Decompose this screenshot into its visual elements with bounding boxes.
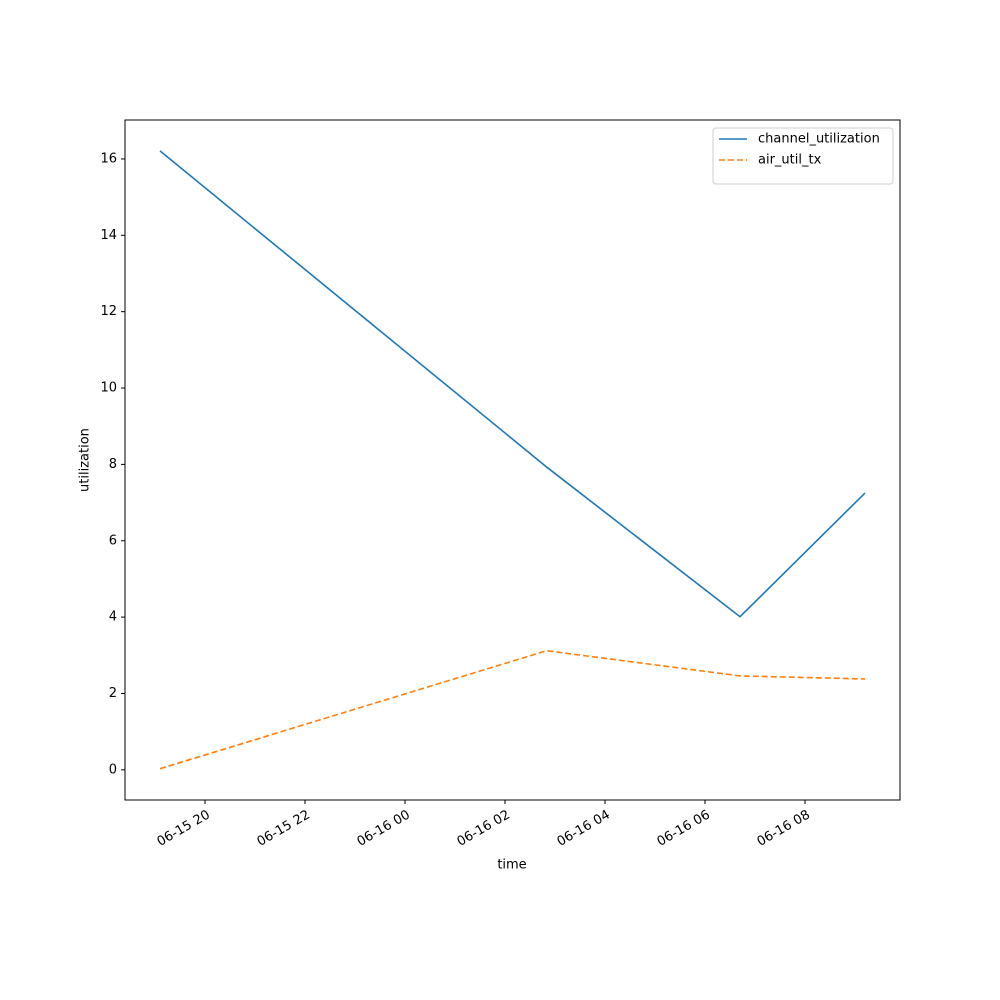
plot-frame xyxy=(124,119,901,801)
y-tick-label: 4 xyxy=(109,610,117,625)
x-tick-label: 06-15 20 xyxy=(155,808,213,850)
x-tick-label: 06-16 04 xyxy=(555,808,613,850)
y-tick-label: 12 xyxy=(100,304,117,319)
y-tick-label: 6 xyxy=(109,533,117,548)
y-tick-label: 14 xyxy=(100,228,117,243)
x-tick-label: 06-16 08 xyxy=(755,808,813,850)
x-tick-label: 06-16 02 xyxy=(455,808,513,850)
legend-box xyxy=(712,127,894,185)
x-tick-label: 06-15 22 xyxy=(255,808,313,850)
x-tick-label: 06-16 06 xyxy=(655,808,713,850)
y-tick-label: 0 xyxy=(109,762,117,777)
legend-label: channel_utilization xyxy=(758,132,880,147)
y-tick-label: 16 xyxy=(100,151,117,166)
data-line xyxy=(159,649,866,770)
y-axis-label: utilization xyxy=(78,428,93,492)
x-tick-label: 06-16 00 xyxy=(355,808,413,850)
y-tick-label: 2 xyxy=(109,686,117,701)
y-tick-label: 10 xyxy=(100,381,117,396)
x-axis-label: time xyxy=(497,858,526,873)
legend-label: air_util_tx xyxy=(758,153,822,168)
data-line xyxy=(159,150,866,618)
y-tick-label: 8 xyxy=(109,457,117,472)
